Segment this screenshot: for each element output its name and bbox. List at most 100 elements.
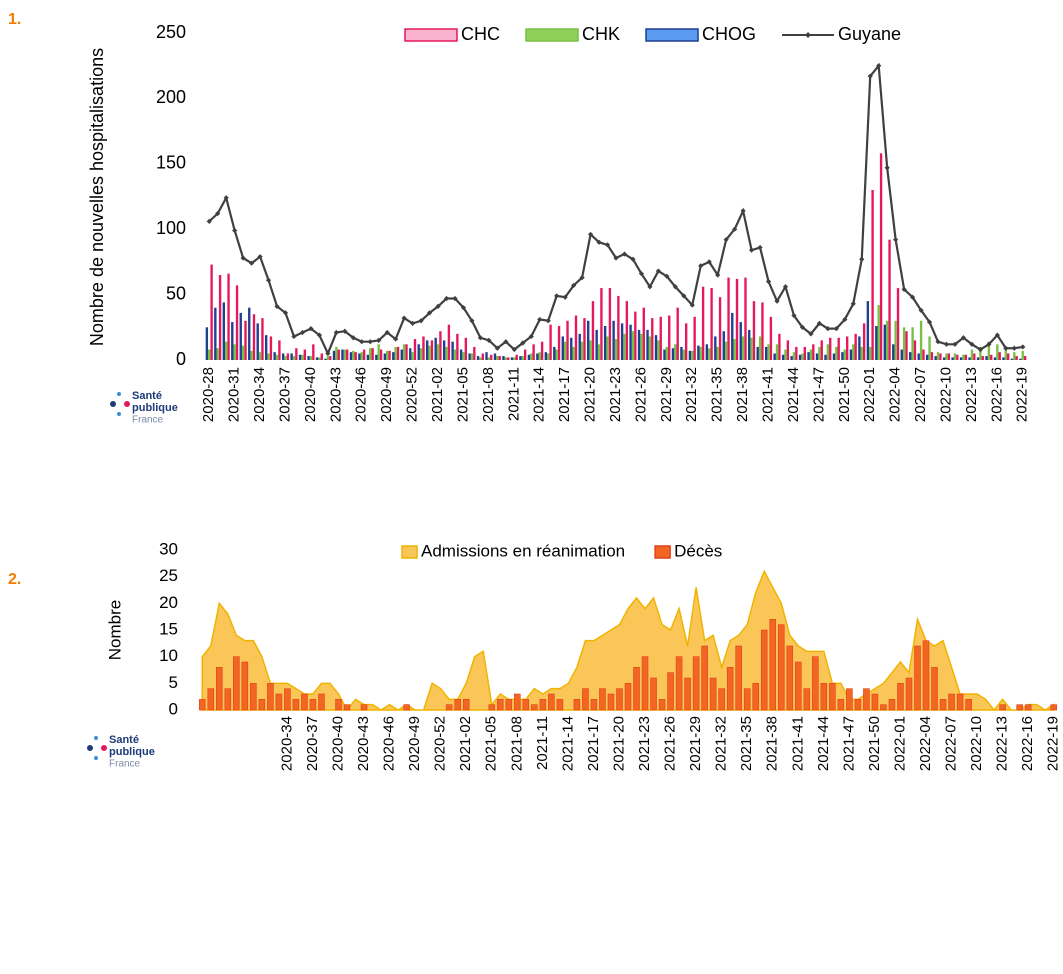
bar bbox=[606, 336, 609, 360]
bar bbox=[919, 320, 923, 360]
point bbox=[884, 165, 890, 171]
bar bbox=[214, 307, 217, 360]
x-tick-label: 2021-35 bbox=[709, 367, 726, 422]
bar bbox=[826, 344, 830, 360]
bar bbox=[905, 677, 913, 711]
bar bbox=[773, 353, 776, 360]
x-tick-label: 2022-19 bbox=[1014, 367, 1031, 422]
logo-dot bbox=[110, 401, 116, 407]
legend-label: Admissions en réanimation bbox=[421, 541, 625, 560]
logo-dot bbox=[124, 401, 130, 407]
x-tick-label: 2021-08 bbox=[508, 716, 525, 771]
x-tick-label: 2021-02 bbox=[429, 367, 446, 422]
bar bbox=[917, 353, 920, 360]
bar bbox=[574, 315, 578, 360]
bar bbox=[388, 350, 391, 360]
bar bbox=[659, 316, 662, 360]
x-tick-label: 2022-04 bbox=[887, 367, 904, 422]
point bbox=[664, 273, 670, 279]
bar bbox=[301, 354, 304, 360]
bar bbox=[273, 352, 276, 360]
bar bbox=[820, 340, 823, 360]
bar bbox=[292, 356, 296, 360]
logo-dot bbox=[101, 745, 107, 751]
point bbox=[215, 210, 221, 217]
bar bbox=[224, 341, 228, 360]
bar bbox=[513, 357, 516, 360]
bar bbox=[693, 316, 696, 360]
bar bbox=[948, 693, 955, 711]
bar bbox=[701, 286, 705, 360]
bar bbox=[862, 323, 866, 360]
bar bbox=[922, 640, 930, 711]
bar bbox=[860, 346, 863, 360]
bar bbox=[544, 352, 548, 360]
bar bbox=[688, 350, 692, 360]
point bbox=[443, 295, 450, 302]
bar bbox=[748, 329, 751, 360]
x-tick-label: 2021-20 bbox=[582, 367, 599, 422]
y-tick-label: 0 bbox=[176, 349, 186, 369]
legend-label: Guyane bbox=[838, 24, 901, 44]
bar bbox=[607, 693, 615, 711]
x-tick-label: 2022-16 bbox=[1019, 716, 1036, 771]
plot bbox=[198, 569, 1058, 712]
bar bbox=[654, 335, 658, 360]
section-number: 1. bbox=[8, 11, 21, 28]
bar bbox=[714, 336, 717, 360]
bar bbox=[829, 683, 836, 711]
legend-swatch bbox=[805, 32, 812, 38]
logo-text: publique bbox=[132, 402, 178, 414]
bar bbox=[405, 344, 408, 360]
y-tick-label: 30 bbox=[159, 539, 178, 558]
x-tick-label: 2020-46 bbox=[353, 367, 370, 422]
bar bbox=[278, 340, 281, 360]
point bbox=[367, 339, 373, 345]
bar bbox=[434, 337, 437, 360]
bar bbox=[993, 357, 997, 360]
bar bbox=[442, 340, 446, 360]
bar bbox=[987, 341, 991, 360]
bar bbox=[724, 341, 728, 360]
bar bbox=[735, 645, 742, 711]
point bbox=[647, 284, 653, 290]
point bbox=[842, 316, 848, 323]
x-tick-label: 2021-29 bbox=[658, 367, 675, 422]
bar bbox=[981, 356, 984, 360]
bar bbox=[295, 348, 298, 360]
bar bbox=[583, 318, 586, 360]
bar bbox=[386, 350, 389, 360]
bar bbox=[548, 693, 555, 711]
x-tick-label: 2021-35 bbox=[738, 716, 755, 771]
bar bbox=[290, 353, 293, 360]
bar bbox=[275, 693, 283, 711]
bar bbox=[640, 333, 643, 360]
bar bbox=[556, 699, 564, 711]
point bbox=[206, 218, 212, 224]
bar bbox=[1019, 358, 1022, 360]
x-tick-label: 2020-43 bbox=[355, 716, 372, 771]
bar bbox=[812, 344, 815, 360]
bar bbox=[641, 656, 649, 711]
point bbox=[706, 259, 712, 265]
point bbox=[926, 319, 933, 325]
x-tick-label: 2021-02 bbox=[457, 716, 474, 771]
bar bbox=[580, 341, 584, 360]
bar bbox=[555, 349, 558, 360]
bar bbox=[931, 667, 938, 711]
bar bbox=[786, 340, 790, 360]
bar bbox=[634, 311, 637, 360]
bar bbox=[216, 348, 219, 360]
bar bbox=[849, 349, 853, 360]
point bbox=[511, 346, 517, 353]
bar bbox=[727, 277, 730, 360]
bar bbox=[218, 274, 222, 360]
bar bbox=[837, 699, 845, 711]
bar bbox=[269, 336, 273, 360]
point bbox=[257, 254, 263, 260]
bar bbox=[507, 357, 510, 360]
legend-label: CHC bbox=[461, 24, 500, 44]
bar bbox=[815, 353, 819, 360]
point bbox=[935, 339, 941, 345]
bar bbox=[490, 354, 493, 360]
